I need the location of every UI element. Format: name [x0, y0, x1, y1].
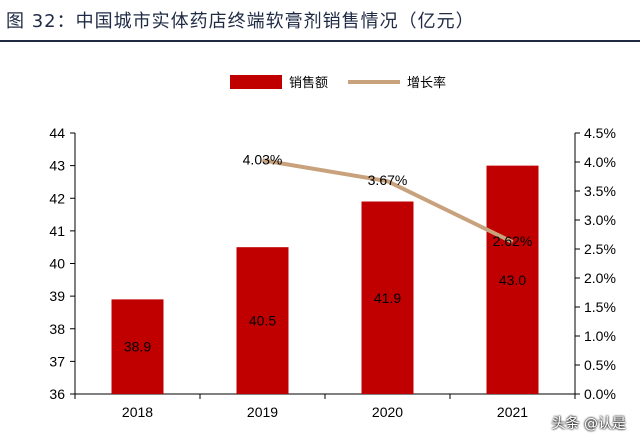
y-left-tick-label: 38 [49, 321, 65, 337]
line-data-label: 3.67% [368, 172, 408, 188]
y-right-tick-label: 1.5% [584, 299, 616, 315]
y-right-tick-label: 4.0% [584, 154, 616, 170]
y-right-tick-label: 1.0% [584, 328, 616, 344]
title-divider [0, 40, 640, 42]
x-tick-label: 2021 [497, 404, 528, 420]
y-left-tick-label: 42 [49, 190, 65, 206]
line-data-label: 4.03% [243, 151, 283, 167]
bar-data-label: 41.9 [374, 290, 401, 306]
y-right-tick-label: 3.0% [584, 212, 616, 228]
bar-2021 [486, 165, 539, 394]
chart-title: 图 32：中国城市实体药店终端软膏剂销售情况（亿元） [6, 11, 475, 32]
bar-2020 [361, 201, 414, 394]
bar-2018 [111, 299, 164, 394]
y-left-tick-label: 40 [49, 256, 65, 272]
y-right-tick-label: 2.0% [584, 270, 616, 286]
legend-swatch-sales [230, 75, 282, 89]
line-data-label: 2.62% [493, 233, 533, 249]
legend-label-growth: 增长率 [407, 75, 446, 91]
bar-2019 [236, 247, 289, 394]
x-tick-label: 2018 [122, 404, 153, 420]
y-left-tick-label: 44 [49, 125, 65, 141]
bar-data-label: 43.0 [499, 272, 526, 288]
y-left-tick-label: 39 [49, 288, 65, 304]
y-right-tick-label: 0.0% [584, 386, 616, 402]
y-left-tick-label: 37 [49, 353, 65, 369]
y-right-tick-label: 0.5% [584, 357, 616, 373]
y-left-tick-label: 36 [49, 386, 65, 402]
legend-label-sales: 销售额 [289, 75, 328, 91]
x-tick-label: 2019 [247, 404, 278, 420]
y-left-tick-label: 41 [49, 223, 65, 239]
y-right-tick-label: 4.5% [584, 125, 616, 141]
bar-data-label: 38.9 [124, 339, 151, 355]
bar-data-label: 40.5 [249, 313, 276, 329]
y-right-tick-label: 2.5% [584, 241, 616, 257]
y-right-tick-label: 3.5% [584, 183, 616, 199]
watermark-text: 头条 @认是 [551, 416, 626, 432]
y-left-tick-label: 43 [49, 158, 65, 174]
x-tick-label: 2020 [372, 404, 403, 420]
